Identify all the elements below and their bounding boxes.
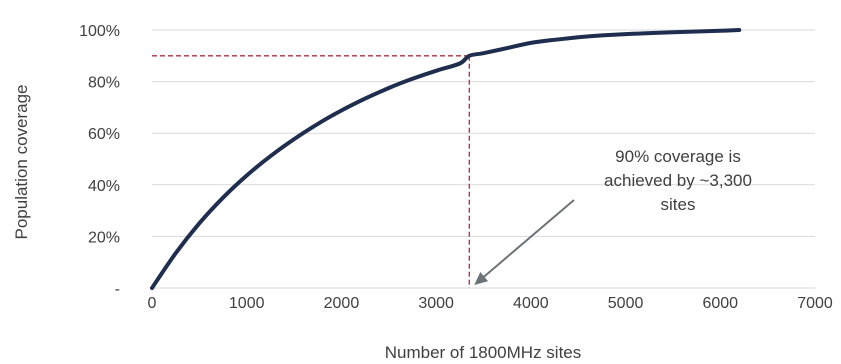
y-axis-title: Population coverage: [12, 84, 31, 239]
y-tick-label: 80%: [88, 75, 120, 92]
x-tick-label: 0: [148, 295, 157, 312]
y-tick-label: 100%: [79, 23, 120, 40]
y-tick-label: -: [115, 281, 120, 298]
annotation-line: achieved by ~3,300: [604, 171, 752, 190]
annotation: 90% coverage is achieved by ~3,300 sites: [474, 147, 752, 285]
gridlines: [152, 29, 815, 289]
y-tick-label: 40%: [88, 178, 120, 195]
y-tick-labels: - 20% 40% 60% 80% 100%: [79, 23, 120, 298]
x-tick-label: 5000: [608, 295, 644, 312]
x-tick-label: 7000: [797, 295, 833, 312]
annotation-arrowhead: [474, 272, 489, 285]
series-line: [150, 28, 742, 290]
x-tick-label: 3000: [418, 295, 454, 312]
y-tick-label: 60%: [88, 126, 120, 143]
x-tick-label: 2000: [324, 295, 360, 312]
x-tick-label: 4000: [513, 295, 549, 312]
series-layer: [150, 28, 742, 290]
annotation-line: 90% coverage is: [615, 147, 741, 166]
annotation-text: 90% coverage is achieved by ~3,300 sites: [604, 147, 752, 214]
x-tick-labels: 0 1000 2000 3000 4000 5000 6000 7000: [148, 295, 833, 312]
y-tick-label: 20%: [88, 229, 120, 246]
annotation-arrow-line: [480, 199, 575, 280]
x-tick-label: 1000: [229, 295, 265, 312]
reference-lines: [152, 55, 470, 288]
x-tick-label: 6000: [702, 295, 738, 312]
annotation-line: sites: [661, 195, 696, 214]
x-axis-title: Number of 1800MHz sites: [385, 343, 582, 362]
